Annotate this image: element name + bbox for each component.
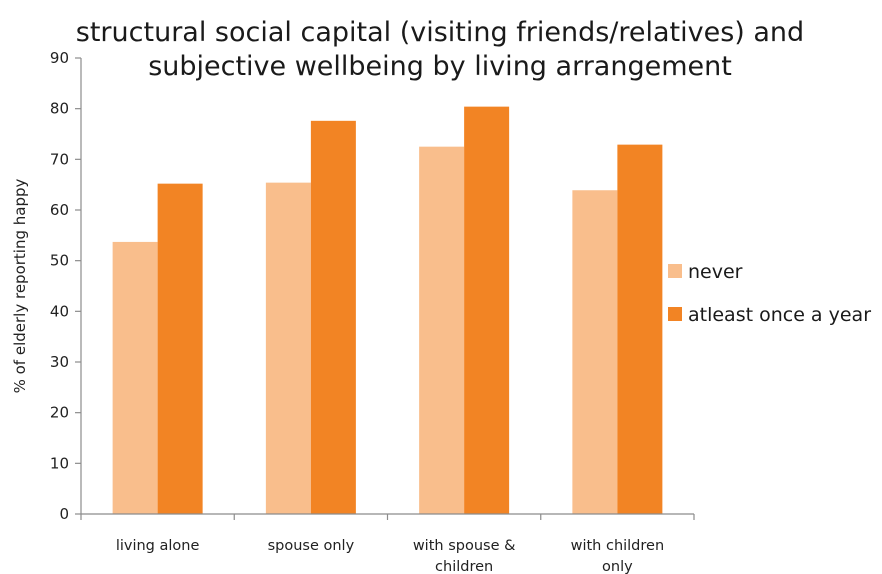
- bar: [265, 182, 311, 514]
- bar: [310, 120, 356, 515]
- bar: [157, 183, 203, 515]
- legend-swatch: [668, 307, 682, 321]
- bar: [617, 144, 663, 514]
- y-tick-label: 0: [59, 505, 69, 523]
- y-tick-label: 30: [50, 353, 69, 371]
- y-axis-title: % of elderly reporting happy: [11, 178, 29, 393]
- x-category-label: only: [602, 559, 633, 574]
- chart-title-line-2: subjective wellbeing by living arrangeme…: [148, 51, 732, 82]
- legend: never atleast once a year: [668, 261, 871, 326]
- legend-swatch: [668, 264, 682, 278]
- x-category-label: children: [435, 559, 493, 574]
- y-tick-label: 40: [50, 302, 69, 320]
- x-category-label: spouse only: [268, 538, 355, 554]
- y-tick-label: 10: [50, 454, 69, 472]
- bar: [464, 106, 510, 514]
- axes: [80, 58, 695, 520]
- y-tick-label: 70: [50, 150, 69, 168]
- chart-title: structural social capital (visiting frie…: [76, 17, 804, 82]
- x-category-label: with children: [571, 538, 665, 554]
- y-axis-ticks: 0 10 20 30 40 50 60 70 80 90: [50, 49, 81, 523]
- bar-series: [112, 106, 663, 515]
- legend-label: atleast once a year: [688, 304, 871, 326]
- y-tick-label: 80: [50, 100, 69, 118]
- x-category-label: living alone: [116, 538, 200, 554]
- chart-title-line-1: structural social capital (visiting frie…: [76, 17, 804, 48]
- y-tick-label: 20: [50, 404, 69, 422]
- y-tick-label: 50: [50, 252, 69, 270]
- legend-label: never: [688, 261, 743, 283]
- x-axis-labels: living alone spouse only with spouse & chil…: [116, 538, 664, 574]
- y-tick-label: 60: [50, 201, 69, 219]
- bar: [572, 190, 618, 515]
- bar: [112, 241, 158, 515]
- bar: [419, 146, 465, 514]
- x-category-label: with spouse &: [413, 538, 516, 554]
- series-never: [112, 146, 618, 515]
- y-tick-label: 90: [50, 49, 69, 67]
- series-atleast-once-a-year: [157, 106, 663, 515]
